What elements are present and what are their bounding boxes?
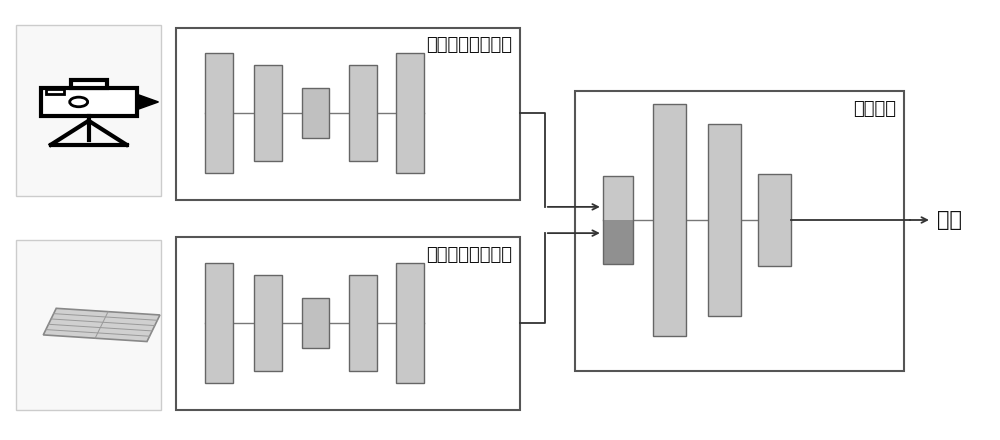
Bar — [302, 88, 329, 138]
Bar — [16, 240, 161, 410]
Bar — [708, 124, 741, 316]
Polygon shape — [137, 94, 158, 110]
Bar — [254, 275, 282, 371]
Bar — [254, 65, 282, 161]
Text: 自编码器特征提取: 自编码器特征提取 — [426, 37, 512, 55]
Text: 特征融合: 特征融合 — [853, 100, 896, 118]
Bar — [603, 176, 633, 264]
Bar — [176, 238, 520, 410]
Bar — [302, 297, 329, 348]
Bar — [71, 80, 107, 88]
Bar — [349, 65, 377, 161]
Bar — [575, 91, 904, 371]
Bar — [46, 89, 64, 94]
Polygon shape — [43, 308, 160, 341]
Bar — [603, 176, 633, 220]
Bar — [176, 28, 520, 200]
Bar — [205, 263, 233, 383]
Text: 自编码器特征提取: 自编码器特征提取 — [426, 246, 512, 264]
Bar — [41, 88, 137, 116]
Bar — [396, 263, 424, 383]
Ellipse shape — [70, 97, 88, 107]
Bar — [16, 26, 161, 196]
Bar — [349, 275, 377, 371]
Text: 输出: 输出 — [937, 210, 962, 230]
Bar — [396, 53, 424, 173]
Bar — [653, 104, 686, 336]
Bar — [205, 53, 233, 173]
Bar — [603, 220, 633, 264]
Bar — [758, 174, 791, 266]
